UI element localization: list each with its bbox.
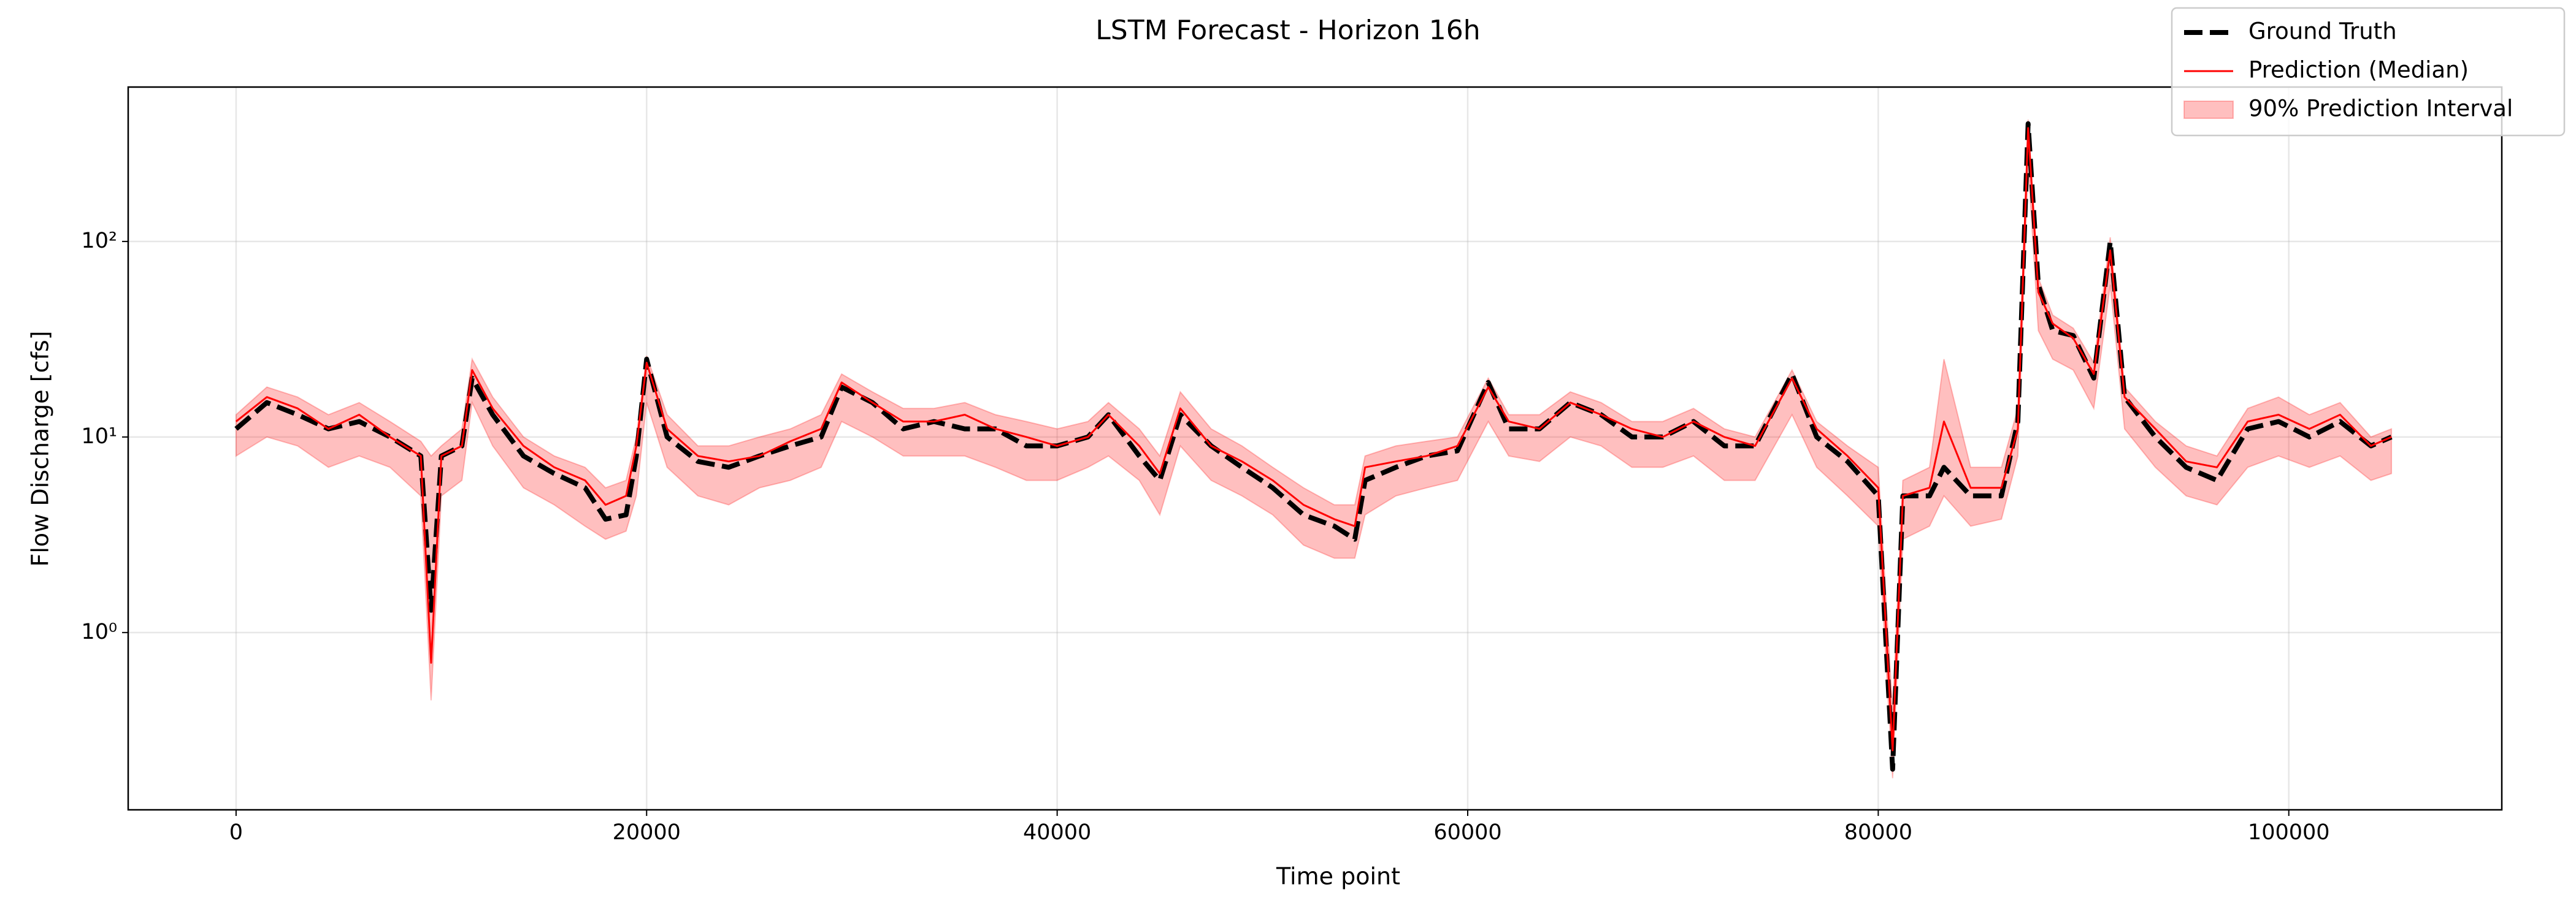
x-tick-label: 100000 — [2248, 820, 2330, 845]
legend-swatch — [2183, 101, 2234, 119]
x-axis-label: Time point — [1276, 863, 1400, 890]
series-line — [235, 127, 2392, 752]
prediction-interval — [235, 120, 2393, 779]
y-tick-label: 10¹ — [81, 424, 117, 449]
legend-label: Prediction (Median) — [2248, 57, 2469, 83]
x-tick-label: 40000 — [1023, 820, 1091, 845]
plot-frame — [127, 86, 2503, 811]
y-axis-label: Flow Discharge [cfs] — [27, 331, 54, 567]
x-tick-label: 0 — [229, 820, 243, 845]
x-tick-label: 20000 — [613, 820, 681, 845]
y-tick-label: 10² — [81, 229, 117, 253]
series-line — [234, 121, 2393, 772]
legend-label: Ground Truth — [2248, 18, 2397, 45]
legend-label: 90% Prediction Interval — [2248, 96, 2513, 122]
legend-box — [2171, 7, 2566, 137]
x-tick-label: 60000 — [1433, 820, 1501, 845]
x-tick-label: 80000 — [1844, 820, 1912, 845]
y-tick-label: 10⁰ — [81, 620, 117, 644]
chart-title: LSTM Forecast - Horizon 16h — [1095, 15, 1480, 46]
